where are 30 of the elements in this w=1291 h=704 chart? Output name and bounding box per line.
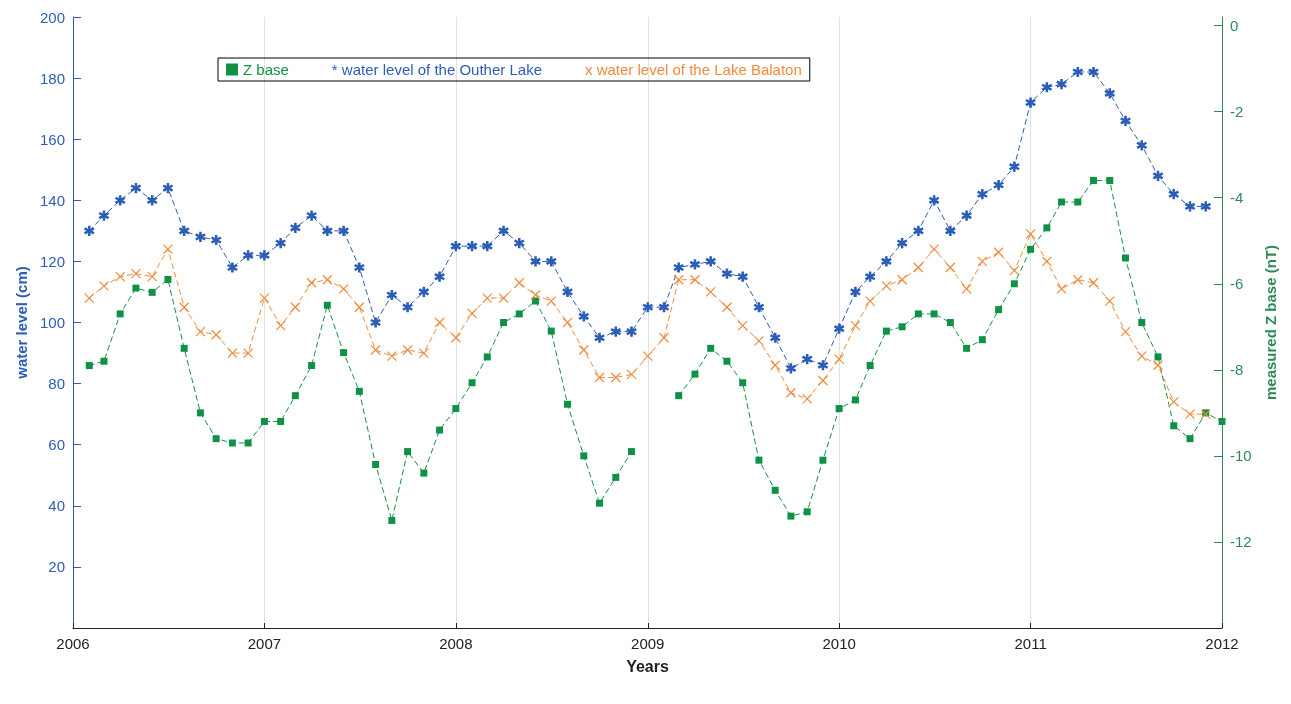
y2-tick-label: -2 [1230, 103, 1244, 121]
y-tick-label: 160 [39, 130, 65, 148]
y2-tick-label: -8 [1230, 361, 1244, 379]
x-tick-label: 2010 [822, 635, 856, 652]
y-tick-label: 60 [48, 436, 65, 454]
y-tick-label: 80 [48, 375, 65, 393]
y2-tick-label: -10 [1230, 447, 1252, 465]
y-tick-label: 180 [39, 69, 65, 87]
text: * water level of the Outher Lake [331, 61, 542, 78]
x-tick-label: 2012 [1205, 635, 1239, 652]
x-tick-label: 2007 [247, 635, 282, 652]
y2-tick-label: -4 [1230, 189, 1244, 207]
y-axis-title: water level (cm) [13, 266, 31, 380]
y2-tick-label: 0 [1230, 17, 1239, 35]
y-tick-label: 140 [39, 191, 65, 209]
y-tick-label: 120 [39, 252, 65, 270]
x-tick-label: 2006 [56, 635, 90, 652]
x-tick-label: 2008 [439, 635, 473, 652]
x-tick-label: 2011 [1014, 635, 1047, 652]
y2-tick-label: -12 [1230, 533, 1252, 551]
y-tick-label: 40 [48, 497, 65, 515]
y-tick-label: 20 [48, 558, 65, 576]
y-tick-label: 200 [39, 8, 65, 26]
x-tick-label: 2009 [631, 635, 665, 652]
text: x water level of the Lake Balaton [584, 61, 802, 78]
legend-label: Z base [243, 61, 289, 78]
y2-axis-title: measured Z base (nT) [1261, 244, 1279, 401]
y2-tick-label: -6 [1230, 275, 1244, 293]
y-tick-label: 100 [39, 314, 65, 331]
x-axis-title: Years [626, 657, 669, 675]
